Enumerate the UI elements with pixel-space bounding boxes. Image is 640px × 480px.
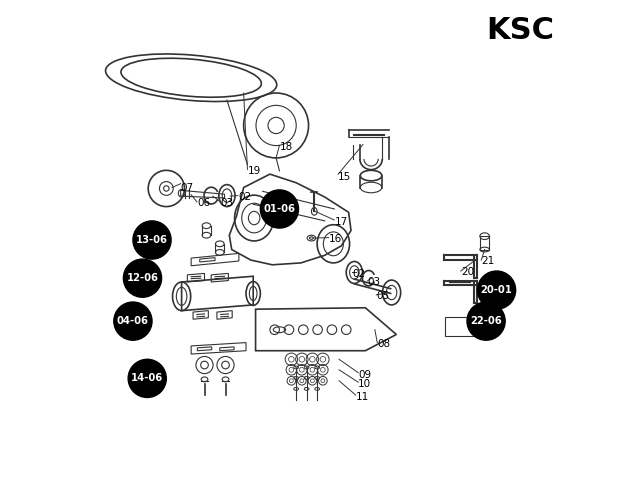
Text: 03: 03 <box>221 198 234 208</box>
Text: 09: 09 <box>358 370 371 380</box>
Text: 13-06: 13-06 <box>136 235 168 245</box>
Text: 10: 10 <box>358 379 371 389</box>
Circle shape <box>477 271 516 309</box>
Circle shape <box>114 302 152 340</box>
Circle shape <box>124 259 161 297</box>
Text: 11: 11 <box>356 393 369 403</box>
Text: 17: 17 <box>334 217 348 227</box>
Text: 16: 16 <box>328 234 342 244</box>
Text: 05: 05 <box>376 291 389 301</box>
Text: 02: 02 <box>353 269 365 279</box>
Text: 01-06: 01-06 <box>264 204 296 214</box>
Circle shape <box>467 302 505 340</box>
Text: 07: 07 <box>180 182 194 192</box>
Text: KSC: KSC <box>486 16 554 45</box>
Text: 03: 03 <box>368 277 381 287</box>
Text: 06: 06 <box>197 198 210 208</box>
Circle shape <box>128 360 166 397</box>
Text: 21: 21 <box>481 256 495 266</box>
Text: 14-06: 14-06 <box>131 373 163 384</box>
Circle shape <box>133 221 171 259</box>
Text: 18: 18 <box>280 142 292 152</box>
Circle shape <box>260 190 298 228</box>
Text: 02: 02 <box>238 192 251 202</box>
Text: 15: 15 <box>338 172 351 182</box>
Text: 19: 19 <box>248 166 260 176</box>
Text: 04-06: 04-06 <box>117 316 149 326</box>
Text: 08: 08 <box>377 339 390 349</box>
Text: 22-06: 22-06 <box>470 316 502 326</box>
Text: 20: 20 <box>461 267 474 277</box>
Text: 12-06: 12-06 <box>127 273 159 283</box>
Text: 20-01: 20-01 <box>481 285 513 295</box>
